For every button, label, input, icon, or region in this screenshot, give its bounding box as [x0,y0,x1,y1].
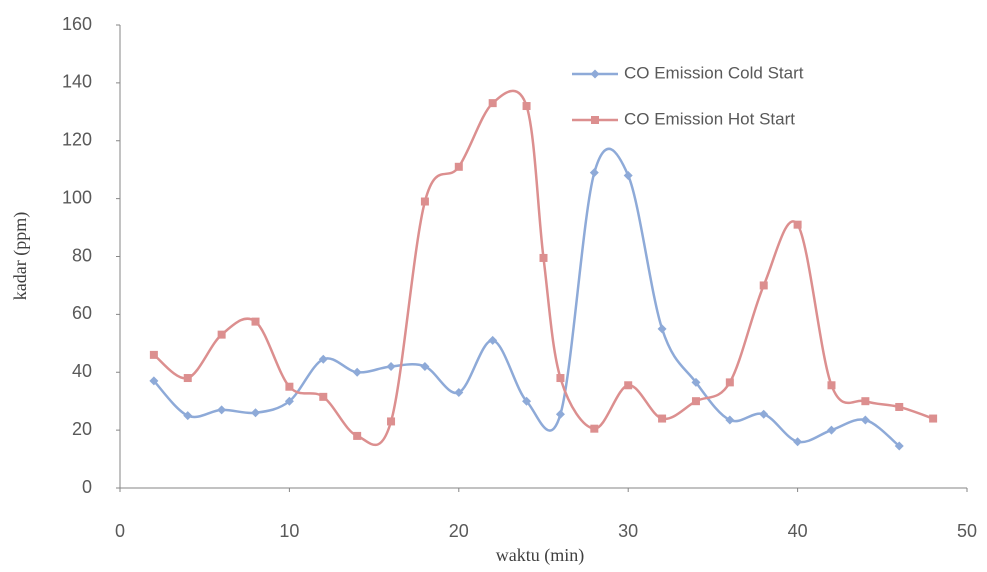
marker [692,397,700,405]
marker [726,378,734,386]
y-tick-label: 0 [82,477,92,497]
marker [150,351,158,359]
marker [658,324,667,333]
marker [252,318,260,326]
y-tick-label: 40 [72,361,92,381]
y-tick-label: 120 [62,130,92,150]
marker [319,393,327,401]
marker [217,405,226,414]
legend-label: CO Emission Hot Start [624,109,795,128]
legend-marker [591,70,600,79]
marker [184,374,192,382]
x-tick-label: 0 [115,521,125,541]
y-axis-label: kadar (ppm) [10,212,31,300]
y-tick-label: 100 [62,187,92,207]
marker [827,426,836,435]
marker [387,362,396,371]
marker [218,331,226,339]
marker [421,198,429,206]
x-axis-label: waktu (min) [496,545,584,566]
marker [251,408,260,417]
marker [353,432,361,440]
marker [929,415,937,423]
legend-marker [591,116,599,124]
series-line [154,91,933,445]
marker [556,374,564,382]
marker [895,403,903,411]
marker [590,168,599,177]
x-tick-label: 10 [279,521,299,541]
y-tick-label: 140 [62,72,92,92]
y-tick-label: 60 [72,303,92,323]
marker [285,383,293,391]
marker [861,415,870,424]
marker [827,381,835,389]
marker [624,381,632,389]
legend-label: CO Emission Cold Start [624,63,804,82]
chart: waktu (min) kadar (ppm) 0204060801001201… [0,0,987,572]
marker [793,437,802,446]
marker [387,417,395,425]
marker [523,102,531,110]
marker [794,221,802,229]
marker [861,397,869,405]
y-tick-label: 20 [72,419,92,439]
marker [590,425,598,433]
marker [540,254,548,262]
y-tick-label: 80 [72,245,92,265]
marker [455,163,463,171]
x-tick-label: 50 [957,521,977,541]
marker [489,99,497,107]
marker [556,410,565,419]
x-tick-label: 30 [618,521,638,541]
y-tick-label: 160 [62,14,92,34]
marker [353,368,362,377]
x-tick-label: 40 [788,521,808,541]
marker [759,410,768,419]
marker [760,281,768,289]
page: {"chart_data": {"type": "line", "x_label… [0,0,987,572]
marker [658,415,666,423]
x-tick-label: 20 [449,521,469,541]
marker [624,171,633,180]
